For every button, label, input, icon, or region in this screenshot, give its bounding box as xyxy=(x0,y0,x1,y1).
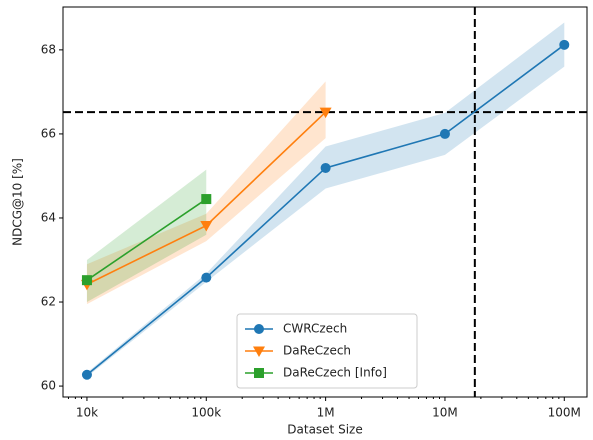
y-axis-label: NDCG@10 [%] xyxy=(11,158,25,246)
data-point xyxy=(439,128,450,139)
confidence-band xyxy=(86,81,326,305)
x-tick-label: 10M xyxy=(432,406,458,420)
plot xyxy=(63,7,587,397)
series-line xyxy=(86,198,207,281)
data-point xyxy=(559,39,570,50)
data-point xyxy=(319,107,332,119)
x-tick-label: 100k xyxy=(191,406,221,420)
y-tick-label: 60 xyxy=(41,379,56,393)
x-axis-label: Dataset Size xyxy=(287,423,362,437)
data-point xyxy=(81,275,92,286)
data-point xyxy=(320,162,331,173)
x-tick-label: 1M xyxy=(317,406,335,420)
legend-marker xyxy=(254,368,264,378)
legend-marker xyxy=(253,346,265,357)
data-point xyxy=(201,272,212,283)
legend-marker xyxy=(254,324,264,334)
y-tick-label: 66 xyxy=(41,126,56,140)
y-tick-label: 62 xyxy=(41,295,56,309)
legend-label[interactable]: DaReCzech xyxy=(283,344,351,358)
confidence-band xyxy=(86,169,207,303)
legend-label[interactable]: DaReCzech [Info] xyxy=(283,366,387,380)
y-tick-label: 68 xyxy=(41,42,56,56)
data-point xyxy=(200,221,213,232)
data-point xyxy=(201,194,212,205)
x-tick-label: 10k xyxy=(76,406,98,420)
data-point xyxy=(81,369,92,380)
plot-frame xyxy=(62,6,588,398)
x-tick-label: 100M xyxy=(548,406,581,420)
legend-label[interactable]: CWRCzech xyxy=(283,322,347,336)
y-tick-label: 64 xyxy=(41,210,56,224)
legend-box xyxy=(236,313,418,389)
